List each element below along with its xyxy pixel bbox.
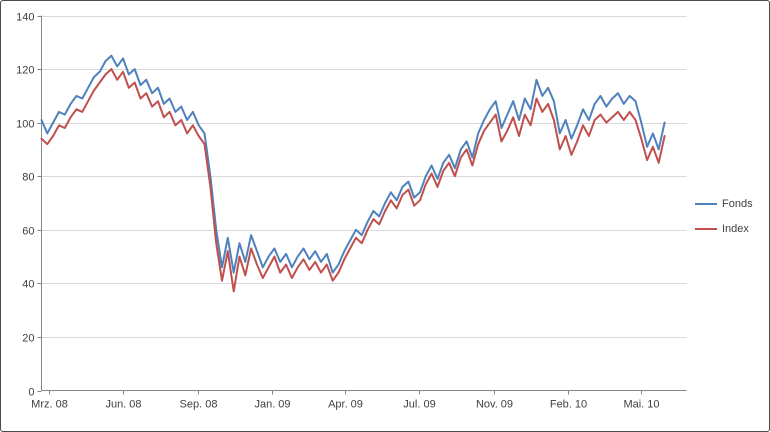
legend-item-fonds: Fonds: [695, 197, 753, 211]
y-axis-label: 80: [22, 172, 34, 184]
legend: Fonds Index: [695, 197, 753, 247]
y-axis-label: 140: [16, 12, 34, 24]
y-axis-label: 100: [16, 119, 34, 131]
y-axis-label: 40: [22, 279, 34, 291]
x-axis-label: Mrz. 08: [31, 399, 68, 411]
x-axis-label: Jul. 09: [403, 399, 435, 411]
x-axis-label: Nov. 09: [476, 399, 513, 411]
y-axis-label: 0: [28, 387, 34, 399]
legend-item-index: Index: [695, 222, 753, 236]
y-axis-label: 20: [22, 333, 34, 345]
legend-label-fonds: Fonds: [722, 198, 753, 210]
legend-label-index: Index: [722, 223, 749, 235]
index-line-sample-icon: [695, 228, 717, 230]
series-line-index: [40, 68, 666, 293]
x-axis-label: Mai. 10: [623, 399, 659, 411]
x-axis-label: Sep. 08: [180, 399, 218, 411]
y-axis-label: 60: [22, 226, 34, 238]
fonds-line-sample-icon: [695, 203, 717, 205]
series-line-fonds: [40, 54, 666, 274]
x-axis-label: Apr. 09: [328, 399, 363, 411]
x-axis-label: Feb. 10: [550, 399, 587, 411]
x-axis-label: Jun. 08: [105, 399, 141, 411]
y-axis-label: 120: [16, 65, 34, 77]
x-axis-label: Jan. 09: [254, 399, 290, 411]
